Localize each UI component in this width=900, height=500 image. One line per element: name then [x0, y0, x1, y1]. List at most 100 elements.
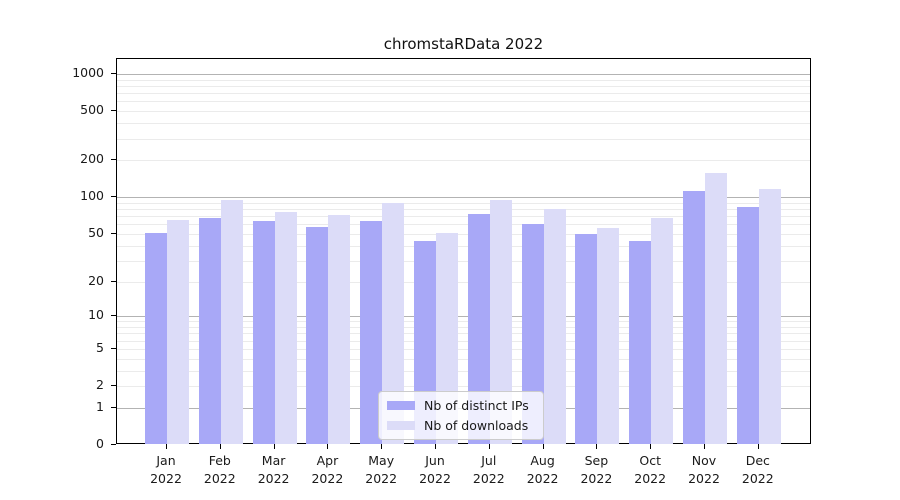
- bar-downloads: [758, 188, 781, 444]
- x-tick-label: Dec 2022: [728, 452, 788, 487]
- legend-entry-downloads: Nb of downloads: [387, 418, 535, 433]
- x-tick-label-month: Jun: [425, 453, 445, 468]
- gridline-minor: [117, 340, 810, 342]
- x-tick-label-year: 2022: [688, 470, 720, 486]
- x-tick-label-year: 2022: [580, 470, 613, 486]
- bar-downloads: [328, 214, 351, 444]
- bar-downloads: [167, 220, 189, 444]
- gridline-minor: [117, 333, 810, 335]
- x-tick-mark: [273, 444, 275, 449]
- x-tick-label: Jan 2022: [136, 452, 196, 487]
- gridline-minor: [117, 260, 810, 262]
- bar-distinct-ips: [198, 218, 221, 444]
- bar-distinct-ips: [467, 213, 490, 444]
- bar-distinct-ips: [306, 226, 329, 444]
- gridline-minor: [117, 202, 810, 204]
- x-tick-label-month: Apr: [316, 453, 339, 468]
- x-tick-label: Jul 2022: [459, 452, 519, 487]
- gridline-major: [117, 316, 810, 318]
- x-tick-label: Nov 2022: [674, 452, 734, 487]
- legend: Nb of distinct IPs Nb of downloads: [378, 391, 544, 440]
- bar-downloads: [597, 227, 620, 444]
- x-tick-label-year: 2022: [419, 470, 451, 486]
- gridline-minor: [117, 233, 810, 235]
- y-tick-label: 5: [96, 339, 104, 355]
- x-tick-mark: [488, 444, 490, 449]
- bar-distinct-ips: [360, 220, 383, 444]
- bar-distinct-ips: [736, 207, 759, 444]
- x-tick-label: Oct 2022: [620, 452, 680, 487]
- bar-downloads: [220, 199, 243, 444]
- x-tick-mark: [166, 444, 167, 449]
- x-tick-label-year: 2022: [741, 470, 774, 486]
- y-tick-mark: [111, 444, 116, 445]
- gridline-minor: [117, 358, 810, 360]
- bar-distinct-ips: [145, 232, 167, 444]
- y-tick-mark: [111, 315, 116, 317]
- x-tick-label-year: 2022: [365, 470, 398, 486]
- x-tick-label-month: Mar: [261, 453, 286, 468]
- x-tick-mark: [704, 444, 705, 449]
- x-tick-mark: [650, 444, 652, 449]
- gridline-minor: [117, 321, 810, 323]
- legend-entry-distinct-ips: Nb of distinct IPs: [387, 398, 535, 413]
- gridline-minor: [117, 327, 810, 328]
- bar-distinct-ips: [521, 224, 544, 444]
- bar-downloads: [651, 218, 674, 444]
- x-tick-label-year: 2022: [526, 470, 559, 486]
- gridline-minor: [117, 245, 810, 247]
- gridline-minor: [117, 111, 810, 113]
- x-tick-label: Aug 2022: [513, 452, 573, 487]
- y-tick-label: 50: [88, 224, 104, 240]
- x-tick-mark: [596, 444, 598, 449]
- x-tick-label-year: 2022: [634, 470, 667, 486]
- x-tick-label: Feb 2022: [190, 452, 250, 487]
- y-tick-mark: [111, 280, 116, 282]
- x-tick-label-month: Sep: [584, 453, 609, 468]
- bar-downloads: [543, 209, 566, 444]
- bar-downloads: [274, 212, 297, 444]
- x-tick-label-year: 2022: [257, 470, 290, 486]
- bar-distinct-ips: [683, 190, 705, 444]
- bar-distinct-ips: [629, 240, 652, 444]
- legend-label-distinct-ips: Nb of distinct IPs: [424, 398, 529, 413]
- chart-title: chromstaRData 2022: [383, 35, 544, 53]
- y-tick-label: 1: [96, 398, 104, 414]
- x-tick-label: Sep 2022: [566, 452, 626, 487]
- y-tick-mark: [111, 406, 116, 408]
- x-tick-mark: [381, 444, 383, 449]
- plot-area: [116, 58, 811, 444]
- x-tick-label-year: 2022: [203, 470, 236, 486]
- x-tick-mark: [327, 444, 329, 449]
- gridline-minor: [117, 216, 810, 218]
- gridline-minor: [117, 209, 810, 211]
- x-tick-label-month: May: [368, 453, 395, 468]
- y-tick-mark: [111, 385, 116, 386]
- legend-swatch-distinct-ips: [387, 401, 415, 410]
- gridline-minor: [117, 138, 810, 140]
- x-tick-label-month: Oct: [639, 453, 661, 468]
- x-tick-label-month: Jul: [481, 453, 497, 468]
- gridline-minor: [117, 123, 810, 125]
- x-tick-label: May 2022: [351, 452, 411, 487]
- x-tick-label-month: Feb: [208, 453, 231, 468]
- y-tick-label: 20: [88, 272, 104, 288]
- gridline-major: [117, 197, 810, 199]
- gridline-minor: [117, 224, 810, 226]
- gridline-minor: [117, 85, 810, 87]
- bar-downloads: [489, 200, 512, 444]
- gridline-major: [117, 74, 810, 75]
- y-tick-label: 10: [88, 307, 104, 323]
- gridline-minor: [117, 160, 810, 162]
- x-tick-label: Apr 2022: [297, 452, 357, 487]
- bar-distinct-ips: [575, 233, 598, 444]
- x-tick-label: Jun 2022: [405, 452, 465, 487]
- x-tick-label-month: Dec: [745, 453, 770, 468]
- y-tick-label: 200: [80, 151, 104, 167]
- bar-downloads: [705, 173, 727, 444]
- bar-downloads: [382, 202, 405, 444]
- y-tick-mark: [111, 73, 116, 74]
- y-tick-mark: [111, 159, 116, 161]
- y-tick-mark: [111, 232, 116, 234]
